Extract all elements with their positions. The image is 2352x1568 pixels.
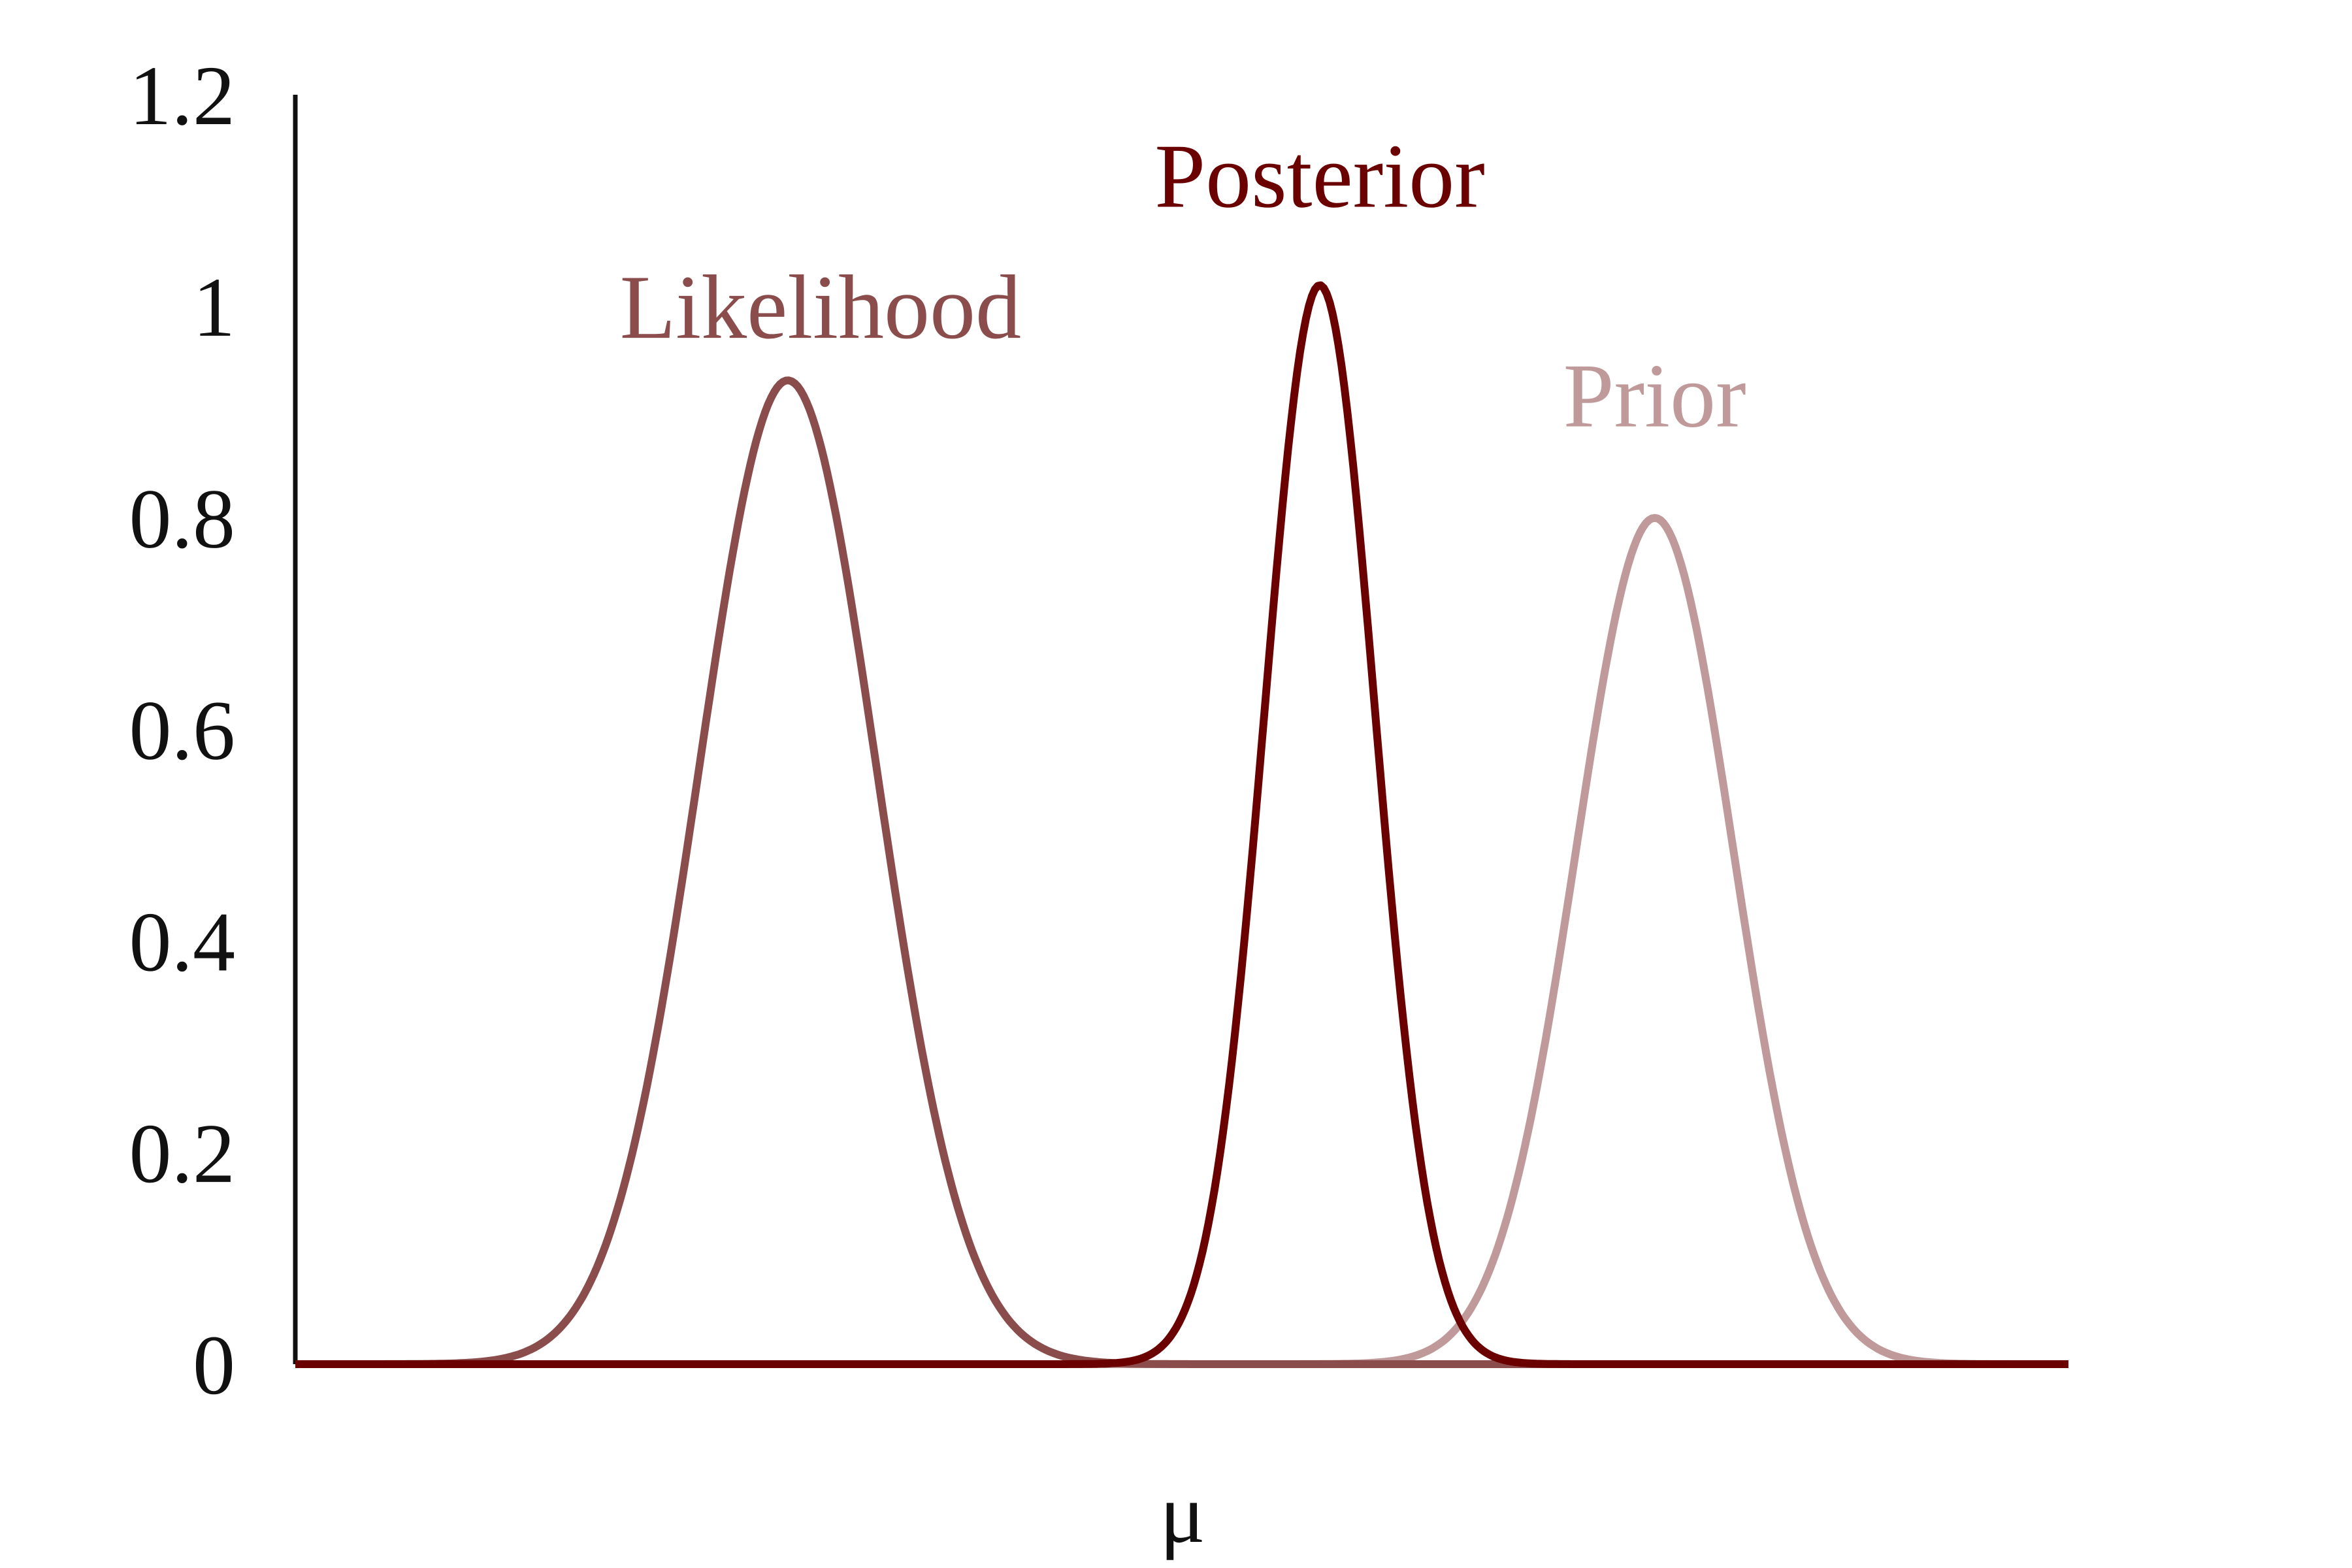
- y-tick-label: 0.2: [129, 1107, 236, 1201]
- series-label-posterior: Posterior: [1154, 125, 1485, 227]
- series-label-prior: Prior: [1563, 346, 1746, 447]
- y-tick-label: 1: [193, 261, 235, 355]
- series-labels: Likelihood Posterior Prior: [620, 125, 1746, 446]
- y-axis-ticks: 0 0.2 0.4 0.6 0.8 1 1.2: [129, 49, 236, 1413]
- series-line-posterior: [294, 281, 2070, 1368]
- y-tick-label: 0.8: [129, 472, 236, 566]
- series-label-likelihood: Likelihood: [620, 257, 1021, 358]
- y-tick-label: 0: [193, 1318, 235, 1413]
- series-lines: [294, 281, 2070, 1368]
- y-tick-label: 0.4: [129, 895, 236, 989]
- y-tick-label: 1.2: [129, 49, 236, 143]
- y-tick-label: 0.6: [129, 684, 236, 778]
- series-line-prior: [294, 514, 2070, 1368]
- x-axis-title: μ: [1160, 1467, 1205, 1561]
